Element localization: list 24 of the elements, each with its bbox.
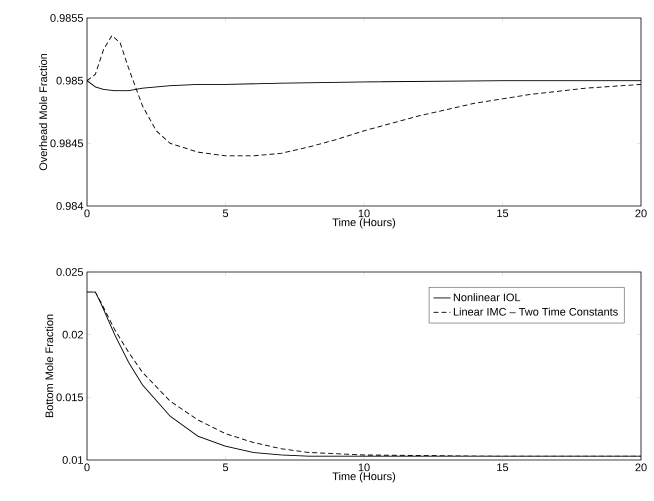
y-tick-label: 0.02 xyxy=(62,330,83,339)
legend-label: Nonlinear IOL xyxy=(454,293,520,302)
x-axis-title: Time (Hours) xyxy=(332,218,396,228)
x-tick-label: 20 xyxy=(635,210,647,218)
y-tick-label: 0.984 xyxy=(56,202,84,210)
y-tick-label: 0.01 xyxy=(62,456,83,464)
y-tick-label: 0.025 xyxy=(56,268,84,276)
x-tick-label: 15 xyxy=(497,210,508,218)
x-tick-label: 5 xyxy=(222,464,228,472)
x-tick-label: 5 xyxy=(222,210,228,218)
x-tick-label: 20 xyxy=(635,464,647,472)
y-axis-title: Bottom Mole Fraction xyxy=(45,314,54,418)
x-tick-label: 0 xyxy=(84,210,90,218)
x-tick-label: 15 xyxy=(497,464,508,472)
y-tick-label: 0.015 xyxy=(56,393,84,402)
y-tick-label: 0.9845 xyxy=(50,139,84,148)
x-tick-label: 10 xyxy=(358,464,370,472)
y-axis-title: Overhead Mole Fraction xyxy=(39,54,48,170)
x-axis-title: Time (Hours) xyxy=(332,472,396,482)
legend-label: Linear IMC – Two Time Constants xyxy=(454,308,618,316)
x-tick-label: 10 xyxy=(358,210,370,218)
x-tick-label: 0 xyxy=(84,464,90,472)
y-tick-label: 0.9855 xyxy=(50,14,84,22)
y-tick-label: 0.985 xyxy=(56,76,84,85)
